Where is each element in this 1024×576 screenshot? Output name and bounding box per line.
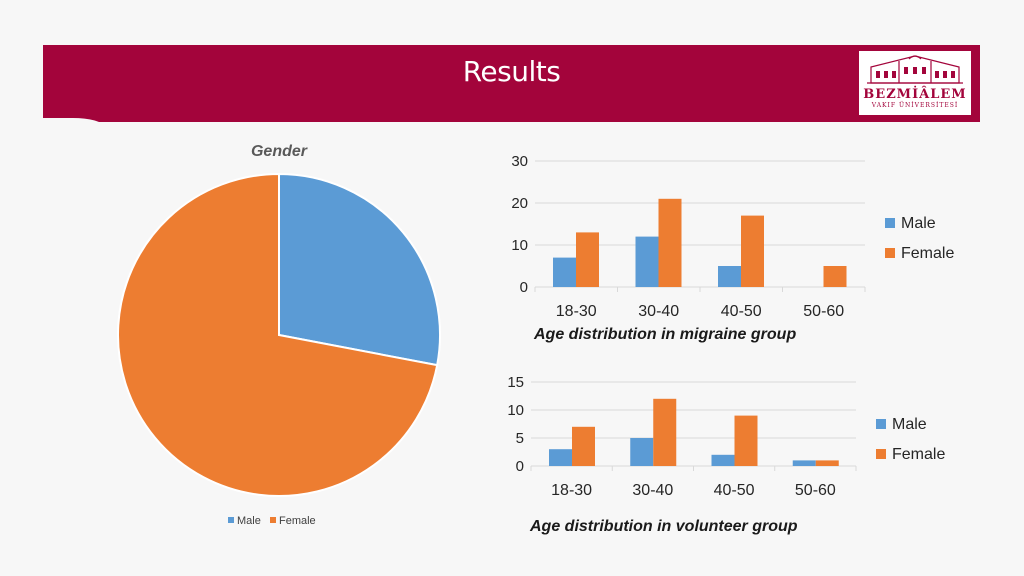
volunteer-age-bar-chart: 0 5 10 15 18-30 30-40 40-50 50-60 Male Female [507, 374, 945, 499]
migraine-bar-male-40-50 [718, 266, 741, 287]
migraine-category-label: 30-40 [638, 303, 679, 320]
migraine-age-bar-chart: 0 10 20 30 18-30 30-40 40-50 50-60 Male Female [511, 153, 954, 320]
migraine-ytick-label: 0 [520, 279, 528, 296]
migraine-bar-female-18-30 [576, 232, 599, 287]
volunteer-bar-male-40-50 [711, 454, 735, 466]
migraine-category-label: 18-30 [556, 303, 597, 320]
volunteer-bar-male-18-30 [549, 449, 572, 466]
volunteer-category-label: 30-40 [632, 482, 673, 499]
banner-notch [43, 118, 103, 126]
pie-slice-female [117, 172, 439, 497]
volunteer-category-label: 50-60 [795, 482, 836, 499]
volunteer-bar-female-50-60 [815, 460, 839, 466]
volunteer-ytick-label: 10 [507, 402, 524, 419]
migraine-category-label: 50-60 [803, 303, 844, 320]
migraine-ytick-label: 20 [511, 195, 528, 212]
migraine-legend-swatch-male [885, 218, 895, 228]
pie-legend-label-male: Male [237, 515, 261, 527]
page-title: Results [462, 55, 561, 88]
volunteer-category-label: 18-30 [551, 482, 592, 499]
university-logo: BEZMİÂLEM VAKIF ÜNİVERSİTESİ [859, 51, 971, 115]
volunteer-ytick-label: 0 [516, 458, 524, 475]
volunteer-bar-female-18-30 [572, 426, 595, 466]
volunteer-ytick-label: 5 [516, 430, 524, 447]
migraine-chart-caption: Age distribution in migraine group [534, 326, 797, 343]
building-icon [867, 55, 963, 84]
pie-legend-swatch-female [270, 517, 276, 523]
migraine-category-label: 40-50 [721, 303, 762, 320]
gender-pie-chart: Gender Male Female [117, 143, 441, 527]
volunteer-bar-male-30-40 [630, 438, 654, 466]
pie-legend-swatch-male [228, 517, 234, 523]
pie-slice-male [278, 172, 441, 367]
volunteer-chart-caption: Age distribution in volunteer group [530, 518, 798, 535]
volunteer-bar-male-50-60 [792, 460, 816, 466]
migraine-ytick-label: 10 [511, 237, 528, 254]
migraine-legend-swatch-female [885, 248, 895, 258]
migraine-bar-female-50-60 [823, 266, 847, 287]
pie-chart-title: Gender [251, 143, 308, 160]
volunteer-legend-label-male: Male [892, 416, 927, 433]
volunteer-bar-female-40-50 [734, 415, 758, 466]
migraine-bar-male-18-30 [553, 257, 576, 287]
volunteer-bar-female-30-40 [653, 398, 677, 466]
migraine-legend-label-male: Male [901, 215, 936, 232]
pie-legend-label-female: Female [279, 515, 316, 527]
migraine-legend-label-female: Female [901, 245, 954, 262]
header-banner: Results BEZMİÂLEM VAKIF ÜNİVERSİTESİ [43, 45, 980, 122]
volunteer-legend-swatch-female [876, 449, 886, 459]
volunteer-legend-label-female: Female [892, 446, 945, 463]
volunteer-category-label: 40-50 [714, 482, 755, 499]
migraine-bar-female-30-40 [658, 198, 682, 287]
volunteer-ytick-label: 15 [507, 374, 524, 391]
volunteer-legend-swatch-male [876, 419, 886, 429]
migraine-bar-male-30-40 [635, 236, 659, 287]
migraine-bar-female-40-50 [741, 215, 764, 287]
migraine-ytick-label: 30 [511, 153, 528, 170]
